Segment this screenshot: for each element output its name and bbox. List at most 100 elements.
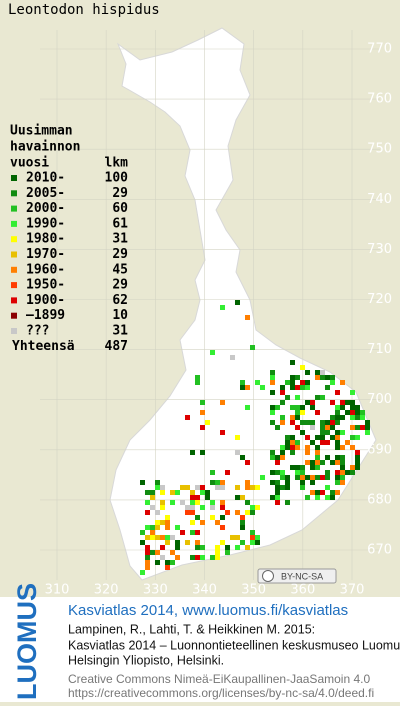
observation-square bbox=[325, 430, 330, 435]
observation-square bbox=[315, 455, 320, 460]
footer-link: Kasviatlas 2014, www.luomus.fi/kasviatla… bbox=[68, 602, 348, 619]
observation-square bbox=[315, 435, 320, 440]
observation-square bbox=[205, 495, 210, 500]
observation-square bbox=[170, 535, 175, 540]
observation-square bbox=[245, 500, 250, 505]
observation-square bbox=[300, 380, 305, 385]
observation-square bbox=[315, 410, 320, 415]
observation-square bbox=[355, 465, 360, 470]
observation-square bbox=[335, 405, 340, 410]
observation-square bbox=[320, 395, 325, 400]
observation-square bbox=[290, 420, 295, 425]
observation-square bbox=[210, 470, 215, 475]
observation-square bbox=[290, 405, 295, 410]
observation-square bbox=[315, 370, 320, 375]
observation-square bbox=[290, 440, 295, 445]
observation-square bbox=[155, 525, 160, 530]
observation-square bbox=[340, 460, 345, 465]
observation-square bbox=[245, 460, 250, 465]
observation-square bbox=[275, 485, 280, 490]
observation-square bbox=[250, 530, 255, 535]
observation-square bbox=[275, 495, 280, 500]
observation-square bbox=[290, 380, 295, 385]
observation-square bbox=[320, 430, 325, 435]
observation-square bbox=[340, 480, 345, 485]
legend-count: 45 bbox=[112, 262, 128, 277]
observation-square bbox=[235, 485, 240, 490]
legend-swatch bbox=[11, 297, 17, 304]
observation-square bbox=[305, 400, 310, 405]
observation-square bbox=[190, 510, 195, 515]
observation-square bbox=[335, 420, 340, 425]
observation-square bbox=[275, 455, 280, 460]
observation-square bbox=[270, 470, 275, 475]
legend-count: 10 bbox=[112, 308, 128, 323]
observation-square bbox=[235, 300, 240, 305]
observation-square bbox=[320, 420, 325, 425]
observation-square bbox=[175, 545, 180, 550]
observation-square bbox=[330, 425, 335, 430]
observation-square bbox=[225, 550, 230, 555]
legend-label: 1990- bbox=[26, 216, 65, 231]
observation-square bbox=[360, 410, 365, 415]
observation-square bbox=[235, 435, 240, 440]
observation-square bbox=[210, 515, 215, 520]
observation-square bbox=[250, 510, 255, 515]
observation-square bbox=[355, 460, 360, 465]
observation-square bbox=[310, 465, 315, 470]
grid bbox=[40, 30, 380, 580]
observation-square bbox=[330, 380, 335, 385]
observation-square bbox=[335, 470, 340, 475]
observation-square bbox=[270, 420, 275, 425]
observation-square bbox=[145, 565, 150, 570]
observation-square bbox=[190, 500, 195, 505]
observation-square bbox=[145, 490, 150, 495]
legend-count: 31 bbox=[112, 232, 128, 247]
observation-square bbox=[140, 480, 145, 485]
observation-square bbox=[250, 505, 255, 510]
observation-square bbox=[355, 410, 360, 415]
observation-square bbox=[165, 515, 170, 520]
observation-square bbox=[280, 445, 285, 450]
y-axis-label: 680 bbox=[367, 492, 392, 507]
observation-square bbox=[200, 410, 205, 415]
observation-square bbox=[340, 430, 345, 435]
observation-square bbox=[280, 415, 285, 420]
y-axis-label: 760 bbox=[367, 92, 392, 107]
observation-square bbox=[220, 505, 225, 510]
observation-square bbox=[290, 385, 295, 390]
observation-square bbox=[300, 430, 305, 435]
observation-square bbox=[305, 420, 310, 425]
observation-square bbox=[290, 415, 295, 420]
observation-square bbox=[140, 530, 145, 535]
badge-text: BY-NC-SA bbox=[281, 571, 323, 581]
observation-square bbox=[325, 440, 330, 445]
observation-square bbox=[295, 385, 300, 390]
observation-square bbox=[255, 540, 260, 545]
observation-square bbox=[150, 490, 155, 495]
observation-square bbox=[285, 395, 290, 400]
observation-square bbox=[310, 405, 315, 410]
observation-square bbox=[350, 410, 355, 415]
observation-square bbox=[230, 535, 235, 540]
observation-square bbox=[300, 385, 305, 390]
observation-square bbox=[305, 370, 310, 375]
observation-square bbox=[155, 510, 160, 515]
observation-square bbox=[145, 510, 150, 515]
observation-square bbox=[220, 540, 225, 545]
observation-square bbox=[350, 470, 355, 475]
observation-square bbox=[160, 555, 165, 560]
observation-square bbox=[350, 465, 355, 470]
observation-square bbox=[240, 515, 245, 520]
observation-square bbox=[350, 415, 355, 420]
observation-square bbox=[235, 495, 240, 500]
legend-label: 2000- bbox=[26, 201, 65, 216]
observation-square bbox=[305, 380, 310, 385]
observation-square bbox=[235, 545, 240, 550]
observation-square bbox=[290, 435, 295, 440]
observation-square bbox=[220, 485, 225, 490]
observation-square bbox=[345, 440, 350, 445]
legend-count: 62 bbox=[112, 293, 128, 308]
observation-square bbox=[195, 485, 200, 490]
x-axis-label: 370 bbox=[340, 583, 365, 598]
